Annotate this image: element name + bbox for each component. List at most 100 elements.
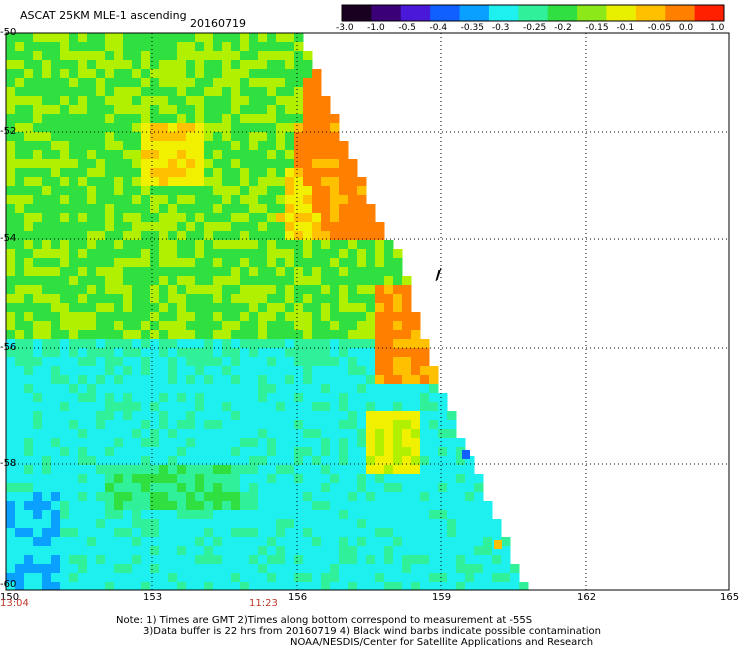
heat-cell bbox=[411, 411, 421, 421]
heat-cell bbox=[60, 141, 70, 151]
heat-cell bbox=[258, 582, 268, 590]
heat-cell bbox=[510, 573, 520, 583]
heat-cell bbox=[267, 384, 277, 394]
heat-cell bbox=[51, 537, 61, 547]
heat-cell bbox=[96, 42, 106, 52]
heat-cell bbox=[114, 51, 124, 61]
heat-cell bbox=[114, 321, 124, 331]
heat-cell bbox=[231, 96, 241, 106]
heat-cell bbox=[267, 537, 277, 547]
heat-cell bbox=[87, 402, 97, 412]
heat-cell bbox=[6, 447, 16, 457]
heat-cell bbox=[87, 69, 97, 79]
heat-cell bbox=[114, 447, 124, 457]
heat-cell bbox=[6, 366, 16, 376]
heat-cell bbox=[276, 411, 286, 421]
heat-cell bbox=[267, 564, 277, 574]
heat-cell bbox=[60, 303, 70, 313]
heat-cell bbox=[384, 294, 394, 304]
heat-cell bbox=[321, 411, 331, 421]
heat-cell bbox=[42, 573, 52, 583]
heat-cell bbox=[24, 285, 34, 295]
heat-cell bbox=[474, 501, 484, 511]
heat-cell bbox=[285, 177, 295, 187]
heat-cell bbox=[186, 123, 196, 133]
heat-cell bbox=[231, 303, 241, 313]
heat-cell bbox=[447, 474, 457, 484]
heat-cell bbox=[150, 555, 160, 565]
heat-cell bbox=[60, 429, 70, 439]
heat-cell bbox=[60, 420, 70, 430]
heat-cell bbox=[114, 177, 124, 187]
heat-cell bbox=[186, 492, 196, 502]
heat-cell bbox=[348, 231, 358, 241]
heat-cell bbox=[141, 159, 151, 169]
heat-cell bbox=[393, 510, 403, 520]
heat-cell bbox=[177, 285, 187, 295]
heat-cell bbox=[150, 51, 160, 61]
heat-cell bbox=[33, 573, 43, 583]
heat-cell bbox=[96, 33, 106, 43]
heat-cell bbox=[105, 582, 115, 590]
heat-cell bbox=[258, 69, 268, 79]
heat-cell bbox=[159, 105, 169, 115]
heat-cell bbox=[258, 393, 268, 403]
heat-cell bbox=[159, 492, 169, 502]
heat-cell bbox=[24, 105, 34, 115]
heat-cell bbox=[186, 402, 196, 412]
heat-cell bbox=[33, 42, 43, 52]
heat-cell bbox=[258, 87, 268, 97]
heat-cell bbox=[24, 528, 34, 538]
heat-cell bbox=[177, 465, 187, 475]
heat-cell bbox=[276, 429, 286, 439]
heat-cell bbox=[321, 510, 331, 520]
x-tick-label: 165 bbox=[720, 592, 740, 603]
heat-cell bbox=[6, 357, 16, 367]
heat-cell bbox=[105, 303, 115, 313]
heat-cell bbox=[456, 447, 466, 457]
heat-cell bbox=[393, 330, 403, 340]
heat-cell bbox=[222, 195, 232, 205]
heat-cell bbox=[294, 411, 304, 421]
heat-cell bbox=[357, 447, 367, 457]
heat-cell bbox=[276, 492, 286, 502]
heat-cell bbox=[69, 150, 79, 160]
heat-cell bbox=[231, 465, 241, 475]
heat-cell bbox=[213, 582, 223, 590]
heat-cell bbox=[393, 564, 403, 574]
heat-cell bbox=[186, 222, 196, 232]
heat-cell bbox=[15, 366, 25, 376]
heat-cell bbox=[348, 267, 358, 277]
heat-cell bbox=[114, 213, 124, 223]
heat-cell bbox=[195, 267, 205, 277]
heat-cell bbox=[6, 456, 16, 466]
heat-cell bbox=[42, 474, 52, 484]
heat-cell bbox=[294, 42, 304, 52]
heat-cell bbox=[42, 492, 52, 502]
heat-cell bbox=[96, 96, 106, 106]
heat-cell bbox=[24, 546, 34, 556]
heat-cell bbox=[159, 276, 169, 286]
heat-cell bbox=[6, 78, 16, 88]
heat-cell bbox=[249, 150, 259, 160]
heat-cell bbox=[519, 582, 529, 590]
heat-cell bbox=[78, 186, 88, 196]
heat-cell bbox=[60, 438, 70, 448]
heat-cell bbox=[186, 330, 196, 340]
heat-cell bbox=[267, 330, 277, 340]
heat-cell bbox=[483, 573, 493, 583]
heat-cell bbox=[177, 213, 187, 223]
heat-cell bbox=[222, 177, 232, 187]
heat-cell bbox=[213, 492, 223, 502]
heat-cell bbox=[132, 222, 142, 232]
heat-cell bbox=[123, 285, 133, 295]
heat-cell bbox=[330, 249, 340, 259]
heat-cell bbox=[339, 564, 349, 574]
heat-cell bbox=[393, 267, 403, 277]
heat-cell bbox=[96, 249, 106, 259]
heat-cell bbox=[357, 474, 367, 484]
heat-cell bbox=[177, 258, 187, 268]
heat-cell bbox=[87, 303, 97, 313]
heat-cell bbox=[159, 267, 169, 277]
heat-cell bbox=[69, 357, 79, 367]
